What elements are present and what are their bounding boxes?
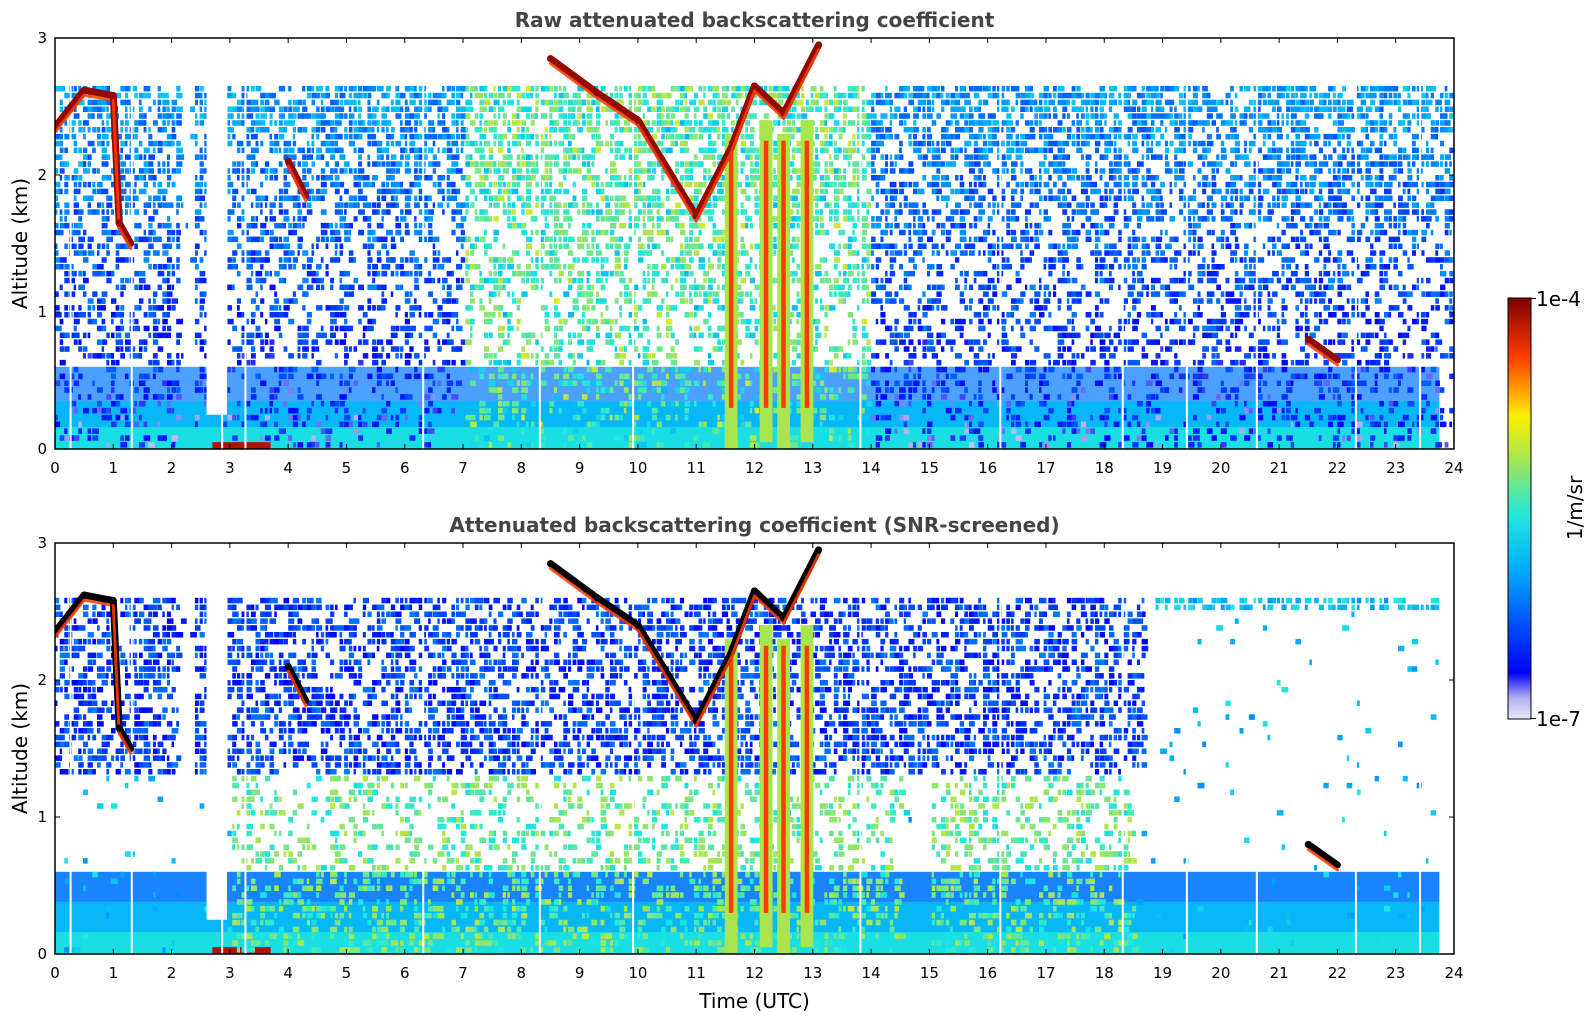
x-tick-label: 13: [803, 459, 822, 477]
x-tick-label: 17: [1036, 459, 1055, 477]
colorbar-min-label: 1e-7: [1536, 707, 1581, 731]
screened-y-axis-label: Altitude (km): [8, 683, 32, 814]
y-tick-label: 0: [37, 440, 47, 458]
x-tick-label: 8: [517, 964, 527, 982]
x-tick-label: 11: [687, 459, 706, 477]
cloud-layers: [55, 41, 1341, 367]
x-tick-label: 12: [745, 964, 764, 982]
screened-axis-ticks: 0 1 2 3 4 5 6 7 8 9 10 11 12 13 14 15 16 17 18 19 20 21 22 23 24…: [37, 534, 1463, 982]
y-tick-label: 3: [37, 29, 47, 47]
x-tick-label: 6: [400, 964, 410, 982]
x-tick-label: 7: [458, 459, 468, 477]
x-tick-label: 21: [1270, 459, 1289, 477]
colorbar: 1e-4 1e-7 1/m/sr: [1507, 287, 1587, 731]
screened-backscatter-panel: Attenuated backscattering coefficient (S…: [8, 513, 1464, 982]
x-tick-label: 10: [628, 964, 647, 982]
x-tick-label: 9: [575, 459, 585, 477]
y-tick-label: 2: [37, 166, 47, 184]
raw-panel-title: Raw attenuated backscattering coefficien…: [515, 8, 995, 32]
x-tick-label: 18: [1095, 964, 1114, 982]
x-tick-label: 5: [342, 459, 352, 477]
colorbar-gradient: [1507, 297, 1532, 720]
y-tick-label: 3: [37, 534, 47, 552]
x-tick-label: 0: [50, 459, 60, 477]
cloud-layers: [55, 546, 1341, 872]
x-tick-label: 24: [1444, 964, 1463, 982]
precipitation-columns: [724, 120, 814, 449]
raw-heatmap: [55, 38, 1454, 449]
x-tick-label: 2: [167, 459, 177, 477]
x-tick-label: 24: [1444, 459, 1463, 477]
raw-backscatter-panel: Raw attenuated backscattering coefficien…: [8, 8, 1464, 477]
x-tick-label: 12: [745, 459, 764, 477]
y-tick-label: 1: [37, 303, 47, 321]
x-tick-label: 22: [1328, 964, 1347, 982]
x-tick-label: 14: [862, 459, 881, 477]
x-tick-label: 23: [1386, 459, 1405, 477]
y-tick-label: 2: [37, 671, 47, 689]
x-tick-label: 21: [1270, 964, 1289, 982]
x-tick-label: 1: [109, 459, 119, 477]
x-tick-label: 20: [1211, 964, 1230, 982]
screened-panel-title: Attenuated backscattering coefficient (S…: [449, 513, 1059, 537]
x-tick-label: 23: [1386, 964, 1405, 982]
screened-heatmap: [55, 543, 1454, 954]
x-tick-label: 19: [1153, 459, 1172, 477]
x-tick-label: 6: [400, 459, 410, 477]
x-tick-label: 3: [225, 459, 235, 477]
x-tick-label: 11: [687, 964, 706, 982]
x-tick-label: 9: [575, 964, 585, 982]
x-tick-label: 15: [920, 964, 939, 982]
x-tick-label: 2: [167, 964, 177, 982]
x-tick-label: 20: [1211, 459, 1230, 477]
x-tick-label: 22: [1328, 459, 1347, 477]
x-tick-label: 16: [978, 964, 997, 982]
x-tick-label: 3: [225, 964, 235, 982]
x-tick-label: 4: [283, 459, 293, 477]
x-tick-label: 16: [978, 459, 997, 477]
data-gaps: [69, 38, 1422, 449]
x-tick-label: 8: [517, 459, 527, 477]
x-tick-label: 17: [1036, 964, 1055, 982]
precipitation-columns: [724, 625, 814, 954]
x-tick-label: 18: [1095, 459, 1114, 477]
colorbar-max-label: 1e-4: [1536, 287, 1581, 311]
x-tick-label: 5: [342, 964, 352, 982]
x-axis-label: Time (UTC): [698, 989, 810, 1013]
x-tick-label: 14: [862, 964, 881, 982]
x-tick-label: 0: [50, 964, 60, 982]
x-tick-label: 13: [803, 964, 822, 982]
x-tick-label: 4: [283, 964, 293, 982]
raw-y-axis-label: Altitude (km): [8, 178, 32, 309]
y-tick-label: 1: [37, 808, 47, 826]
x-tick-label: 1: [109, 964, 119, 982]
x-tick-label: 19: [1153, 964, 1172, 982]
y-tick-label: 0: [37, 945, 47, 963]
x-tick-label: 15: [920, 459, 939, 477]
x-tick-label: 7: [458, 964, 468, 982]
x-tick-label: 10: [628, 459, 647, 477]
colorbar-unit-label: 1/m/sr: [1563, 475, 1587, 540]
raw-axis-ticks: 0 1 2 3 4 5 6 7 8 9 10 11 12 13 14 15 16 17 18 19 20 21 22 23 24…: [37, 29, 1463, 477]
